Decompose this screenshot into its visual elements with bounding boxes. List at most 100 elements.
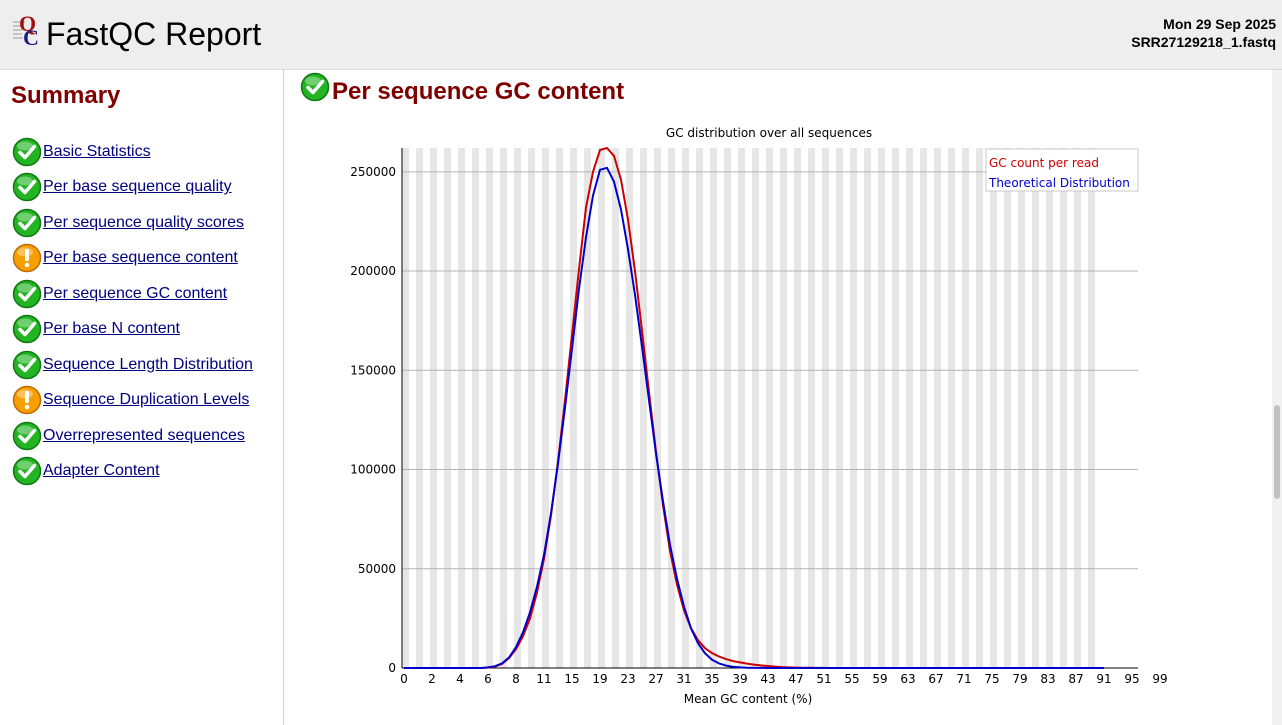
bg-stripe (1018, 148, 1025, 668)
module-link-sequence-length-distribution[interactable]: Sequence Length Distribution (43, 355, 253, 373)
x-tick-label: 0 (400, 672, 408, 686)
bg-stripe (486, 148, 493, 668)
bg-stripe (696, 148, 703, 668)
pass-icon (12, 456, 42, 486)
bg-stripe (528, 148, 535, 668)
warning-icon (12, 243, 42, 273)
bg-stripe (794, 148, 801, 668)
bg-stripe (626, 148, 633, 668)
gc-distribution-chart: 0 50000 100000 150000 200000 250000 0 2 4 6 8 11 15 1… (350, 126, 1167, 706)
main-content: Per sequence GC content 0 50000 100000 1500… (284, 70, 1272, 725)
bg-stripe (1074, 148, 1081, 668)
pass-icon (12, 421, 42, 451)
section-title: Per sequence GC content (332, 78, 625, 105)
svg-text:Q: Q (19, 12, 36, 36)
bg-stripe (584, 148, 591, 668)
x-axis-label: Mean GC content (%) (684, 692, 813, 706)
legend-entry: Theoretical Distribution (988, 176, 1130, 190)
x-tick-label: 2 (428, 672, 436, 686)
x-tick-label: 47 (788, 672, 803, 686)
bg-stripe (808, 148, 815, 668)
y-tick-label: 250000 (350, 165, 396, 179)
bg-stripe (500, 148, 507, 668)
module-link-per-sequence-quality-scores[interactable]: Per sequence quality scores (43, 213, 244, 231)
bg-stripe (906, 148, 913, 668)
x-tick-label: 6 (484, 672, 492, 686)
x-tick-label: 27 (648, 672, 663, 686)
bg-stripe (878, 148, 885, 668)
bg-stripe (948, 148, 955, 668)
module-link-basic-statistics[interactable]: Basic Statistics (43, 142, 151, 160)
bg-stripe (892, 148, 899, 668)
bg-stripe (612, 148, 619, 668)
module-link-per-base-sequence-content[interactable]: Per base sequence content (43, 249, 238, 267)
pass-icon (12, 208, 42, 238)
summary-title: Summary (11, 82, 121, 109)
module-link-sequence-duplication-levels[interactable]: Sequence Duplication Levels (43, 391, 250, 409)
report-date: Mon 29 Sep 2025 (1163, 16, 1276, 32)
report-title: FastQC Report (46, 16, 262, 52)
module-item-sequence-duplication-levels: Sequence Duplication Levels (12, 383, 253, 419)
bg-stripe (430, 148, 437, 668)
bg-stripe (724, 148, 731, 668)
fastqc-logo-icon: Q C (13, 12, 39, 48)
x-tick-label: 19 (592, 672, 607, 686)
module-item-overrepresented-sequences: Overrepresented sequences (12, 418, 253, 454)
bg-stripe (780, 148, 787, 668)
bg-stripe (444, 148, 451, 668)
bg-stripe (668, 148, 675, 668)
module-link-per-base-n-content[interactable]: Per base N content (43, 320, 180, 338)
bg-stripe (570, 148, 577, 668)
x-tick-label: 31 (676, 672, 691, 686)
x-tick-label: 8 (512, 672, 520, 686)
theoretical-distribution-line (404, 166, 1104, 669)
pass-icon (12, 172, 42, 202)
bg-stripe (1004, 148, 1011, 668)
x-tick-label: 91 (1096, 672, 1111, 686)
module-item-per-base-sequence-content: Per base sequence content (12, 241, 253, 277)
bg-stripe (766, 148, 773, 668)
vertical-scrollbar[interactable] (1272, 70, 1282, 725)
pass-icon (12, 137, 42, 167)
x-tick-label: 75 (984, 672, 999, 686)
x-tick-label: 87 (1068, 672, 1083, 686)
bg-stripe (1032, 148, 1039, 668)
bg-stripe (822, 148, 829, 668)
x-tick-label: 67 (928, 672, 943, 686)
bg-stripe (1046, 148, 1053, 668)
bg-stripe (990, 148, 997, 668)
bg-stripe (864, 148, 871, 668)
module-item-per-sequence-gc-content: Per sequence GC content (12, 276, 253, 312)
module-link-adapter-content[interactable]: Adapter Content (43, 462, 160, 480)
module-link-per-sequence-gc-content[interactable]: Per sequence GC content (43, 284, 228, 302)
svg-text:C: C (23, 25, 39, 48)
summary-sidebar: Summary Basic Statistics Per base sequen… (0, 70, 284, 725)
x-tick-label: 11 (536, 672, 551, 686)
bg-stripe (752, 148, 759, 668)
bg-stripe (472, 148, 479, 668)
module-item-per-base-n-content: Per base N content (12, 312, 253, 348)
report-filename: SRR27129218_1.fastq (1131, 34, 1276, 50)
report-meta: Mon 29 Sep 2025 SRR27129218_1.fastq (1131, 15, 1276, 51)
chart-title: GC distribution over all sequences (666, 126, 872, 140)
x-tick-label: 23 (620, 672, 635, 686)
module-link-overrepresented-sequences[interactable]: Overrepresented sequences (43, 426, 245, 444)
bg-stripe (836, 148, 843, 668)
pass-icon (12, 314, 42, 344)
x-tick-label: 43 (760, 672, 775, 686)
pass-icon (300, 72, 330, 102)
x-tick-label: 71 (956, 672, 971, 686)
x-tick-label: 59 (872, 672, 887, 686)
x-tick-label: 15 (564, 672, 579, 686)
bg-stripe (458, 148, 465, 668)
x-tick-label: 39 (732, 672, 747, 686)
scrollbar-thumb[interactable] (1274, 405, 1280, 499)
module-item-per-base-sequence-quality: Per base sequence quality (12, 170, 253, 206)
x-tick-label: 83 (1040, 672, 1055, 686)
bg-stripe (556, 148, 563, 668)
pass-icon (12, 279, 42, 309)
bg-stripe (962, 148, 969, 668)
x-tick-label: 79 (1012, 672, 1027, 686)
bg-stripe (738, 148, 745, 668)
module-link-per-base-sequence-quality[interactable]: Per base sequence quality (43, 178, 232, 196)
